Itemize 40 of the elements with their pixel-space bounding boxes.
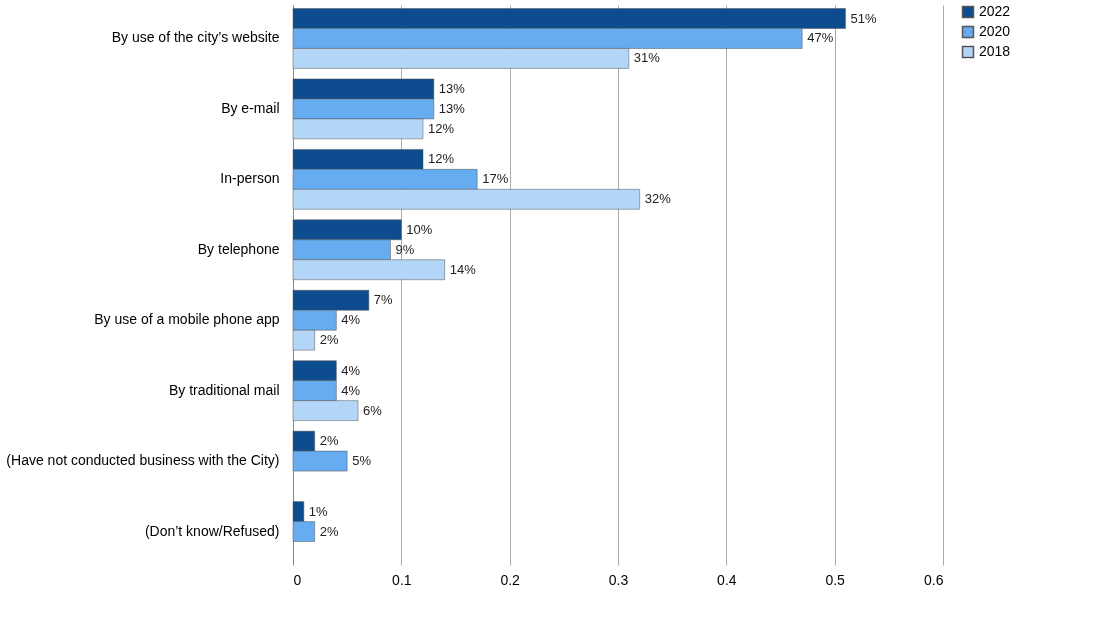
x-tick-label: 0.3 [608,571,629,588]
data-label: 47% [807,30,834,46]
data-label: 12% [428,120,455,136]
legend-label: 2020 [979,23,1011,39]
data-label: 7% [373,292,394,308]
data-label: 2% [319,433,339,449]
data-label: 13% [438,80,466,96]
data-label: 2% [319,332,339,348]
data-label: 6% [363,402,383,418]
y-tick-label: (Don’t know/Refused) [144,522,280,539]
x-tick-label: 0.5 [825,571,846,588]
y-tick-label: By use of a mobile phone app [94,311,280,328]
x-tick-label: 0.1 [392,571,412,588]
y-tick-label: By telephone [197,240,280,257]
data-label: 4% [341,362,361,378]
data-label: 17% [482,171,509,187]
data-label: 51% [850,10,877,26]
x-tick-label: 0.6 [924,571,944,588]
data-label: 1% [308,503,329,519]
y-tick-label: By traditional mail [169,381,280,398]
data-label: 14% [449,261,477,277]
data-label: 2% [319,523,339,539]
data-label: 4% [341,312,361,328]
data-label: 9% [395,241,415,257]
legend-label: 2018 [979,43,1011,59]
y-tick-label: (Have not conducted business with the City) [6,452,280,469]
data-label: 10% [406,221,433,237]
data-label: 32% [644,191,672,207]
data-label: 31% [633,50,661,66]
data-label: 4% [341,382,361,398]
y-tick-label: By e-mail [221,99,280,116]
data-label: 12% [428,151,455,167]
data-label: 5% [352,453,372,469]
x-tick-label: 0.4 [717,571,737,588]
y-tick-label: In-person [220,170,280,187]
legend-label: 2022 [979,3,1011,19]
x-tick-label: 0 [293,571,302,588]
x-tick-label: 0.2 [500,571,521,588]
y-tick-label: By use of the city’s website [111,29,280,46]
data-label: 13% [438,100,466,116]
